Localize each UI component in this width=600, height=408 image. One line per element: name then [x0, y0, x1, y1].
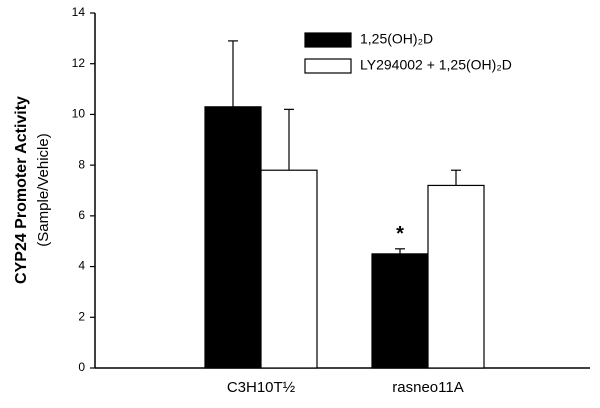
y-tick-label: 14 [72, 5, 86, 19]
annotation: * [396, 223, 404, 245]
x-tick-label: rasneo11A [392, 379, 463, 396]
legend-swatch [304, 58, 352, 74]
y-tick-label: 0 [78, 360, 85, 374]
y-tick-label: 10 [72, 107, 86, 121]
y-tick-label: 6 [78, 208, 85, 222]
bar [204, 106, 262, 369]
y-tick-label: 12 [72, 56, 86, 70]
y-axis-sublabel: (Sample/Vehicle) [35, 133, 52, 246]
bar [371, 253, 429, 369]
bar [260, 169, 318, 369]
y-axis-label: CYP24 Promoter Activity [13, 96, 30, 284]
x-tick-label: C3H10T½ [227, 379, 296, 396]
y-tick-label: 2 [78, 309, 85, 323]
y-tick-label: 8 [78, 157, 85, 171]
legend-label: LY294002 + 1,25(OH)₂D [360, 57, 512, 73]
y-tick-label: 4 [78, 259, 85, 273]
legend-swatch [304, 32, 352, 48]
legend-label: 1,25(OH)₂D [360, 31, 433, 47]
bar [427, 184, 485, 369]
